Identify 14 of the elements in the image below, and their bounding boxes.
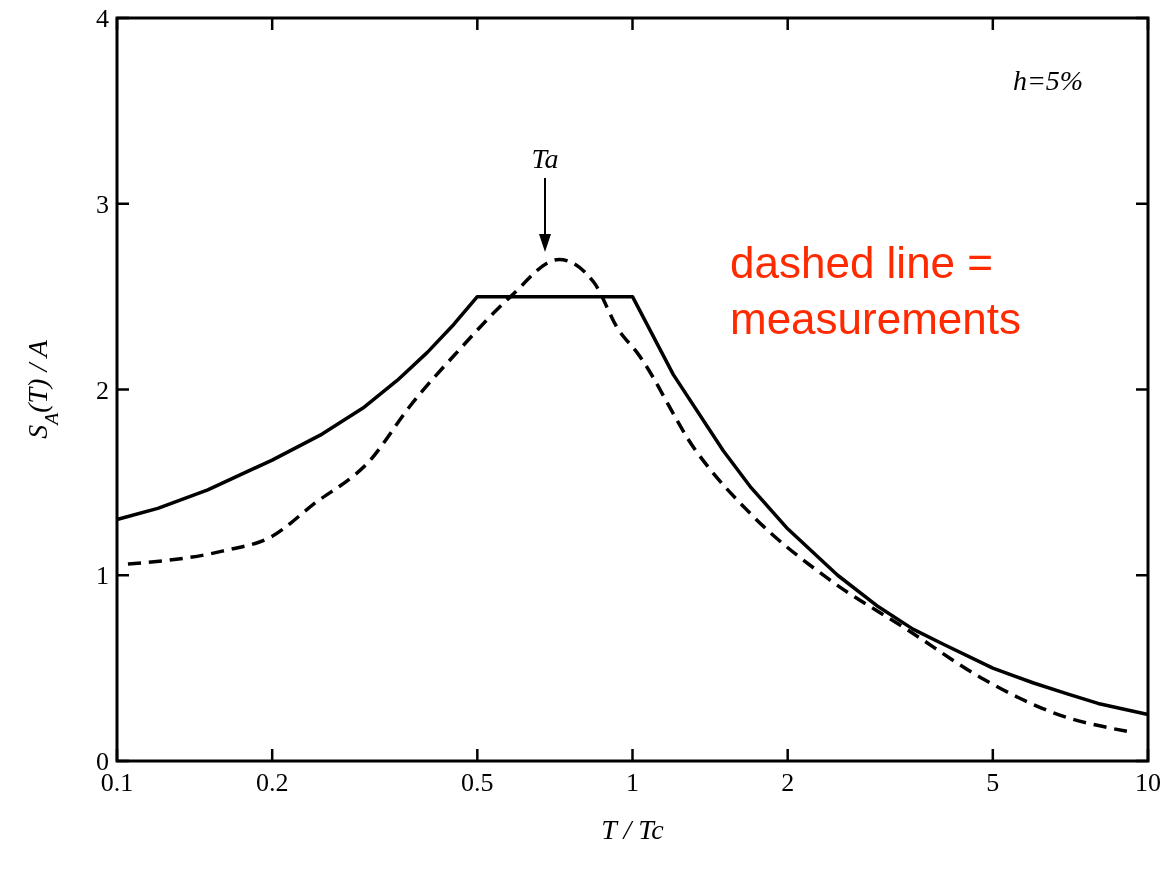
annotation: Ta [531, 143, 559, 174]
y-tick-label: 4 [96, 4, 109, 33]
y-tick-label: 3 [96, 189, 109, 219]
x-tick-label: 1 [626, 768, 639, 797]
y-tick-label: 1 [96, 561, 109, 591]
x-axis-title: T / Tc [601, 814, 665, 845]
y-tick-label: 2 [96, 375, 109, 405]
x-tick-label: 0.2 [255, 768, 289, 797]
x-tick-label: 5 [986, 768, 1000, 797]
x-tick-label: 10 [1135, 768, 1161, 797]
annotation: h=5% [1012, 65, 1084, 96]
x-tick-label: 0.5 [461, 768, 494, 797]
x-tick-label: 2 [781, 768, 795, 797]
annotation: dashed line = measurements [730, 238, 1022, 343]
